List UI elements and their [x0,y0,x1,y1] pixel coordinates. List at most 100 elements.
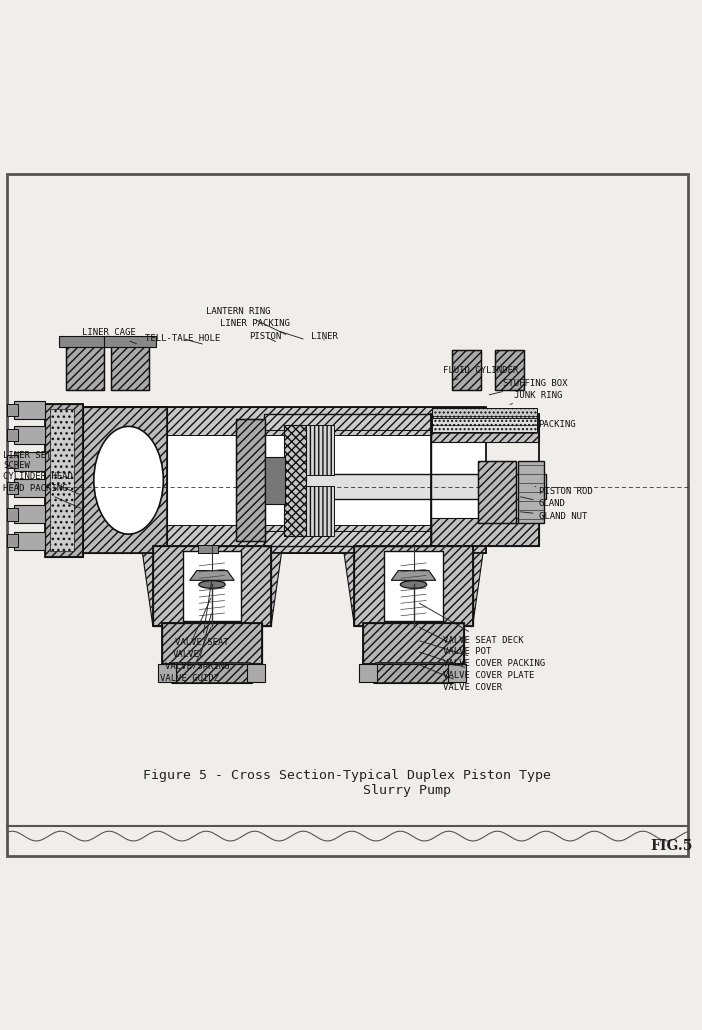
Text: VALVE COVER PLATE: VALVE COVER PLATE [420,652,535,680]
Bar [69,525,486,553]
Text: Figure 5 - Cross Section-Typical Duplex Piston Type
               Slurry Pump: Figure 5 - Cross Section-Typical Duplex … [143,768,552,796]
Text: GLAND: GLAND [520,496,566,509]
Bar [14,452,45,471]
Bar [153,546,271,626]
Bar [162,623,262,663]
Bar [306,486,333,536]
Bar [431,414,538,442]
Bar [264,414,431,546]
Bar [432,408,536,418]
Bar [7,455,18,468]
Text: TELL-TALE HOLE: TELL-TALE HOLE [145,334,220,344]
Bar [364,623,463,663]
Text: VALVE GUIDZ: VALVE GUIDZ [160,627,219,683]
Bar [69,435,486,525]
Bar [495,349,524,390]
Bar [7,404,18,416]
Text: VALVE SEAT DECK: VALVE SEAT DECK [419,604,524,645]
Text: VALVE: VALVE [173,598,211,659]
Text: PISTON ROD: PISTON ROD [535,486,592,495]
Bar [432,416,536,432]
Bar [7,535,18,547]
Bar [376,662,452,672]
Bar [173,663,251,683]
Bar [7,508,18,520]
Bar [14,531,45,550]
Bar [14,426,45,444]
Bar [69,407,167,553]
Bar [66,345,105,390]
Text: LINER SET
SCREW: LINER SET SCREW [4,451,57,476]
Text: STUFFING BOX: STUFFING BOX [489,379,568,394]
Text: PISTON: PISTON [249,332,281,341]
Text: VALVE SPRING: VALVE SPRING [166,614,230,671]
Bar [431,518,538,546]
Bar [50,409,74,551]
Bar [14,506,45,523]
Bar [111,345,150,390]
Text: LINER CAGE: LINER CAGE [82,329,136,344]
Polygon shape [143,553,282,626]
Text: VALVE SEAT: VALVE SEAT [175,582,229,648]
Bar [384,551,443,621]
Ellipse shape [199,581,225,588]
Bar [374,663,453,683]
Bar [284,424,306,536]
Text: JUNK RING: JUNK RING [510,391,563,405]
Bar [284,424,306,536]
Bar [69,407,167,553]
Bar [246,474,545,499]
Bar [59,336,111,347]
Bar [173,663,251,683]
Polygon shape [391,571,436,580]
Bar [158,663,176,682]
Text: CYLINDER HEAD: CYLINDER HEAD [4,472,79,494]
Bar [7,428,18,441]
Bar [306,424,333,475]
Bar [153,546,271,626]
Bar [264,414,431,430]
Bar [246,663,265,682]
Bar [14,479,45,496]
Bar [355,546,472,626]
Ellipse shape [94,426,164,535]
Bar [495,349,524,390]
Bar [431,414,538,546]
Bar [7,482,18,494]
Bar [198,545,218,553]
Ellipse shape [400,581,427,588]
Text: LINER PACKING: LINER PACKING [220,318,303,339]
Bar [518,460,544,523]
Bar [111,345,150,390]
Bar [45,404,84,556]
Bar [14,401,45,419]
Bar [355,546,472,626]
Text: FLUID CYLINDER: FLUID CYLINDER [444,366,519,380]
Bar [374,663,453,683]
Bar [237,419,265,542]
Bar [45,404,84,556]
Bar [237,419,265,542]
Bar [359,663,378,682]
Bar [162,623,262,663]
Text: VALVE POT: VALVE POT [420,627,492,656]
Bar [69,407,486,435]
Bar [264,531,431,546]
Polygon shape [344,553,483,626]
Bar [452,349,481,390]
Bar [183,551,241,621]
Bar [174,662,250,672]
Bar [478,460,517,523]
Text: GLAND NUT: GLAND NUT [520,512,587,521]
Bar [449,663,466,682]
Bar [452,349,481,390]
Bar [66,345,105,390]
Bar [364,623,463,663]
Bar [478,460,517,523]
Polygon shape [190,571,234,580]
Text: HEAD PACKING: HEAD PACKING [4,484,81,509]
Text: LINER: LINER [312,332,338,341]
Text: PACKING: PACKING [535,420,576,430]
Text: FIG.5: FIG.5 [650,839,692,853]
Bar [265,456,285,504]
